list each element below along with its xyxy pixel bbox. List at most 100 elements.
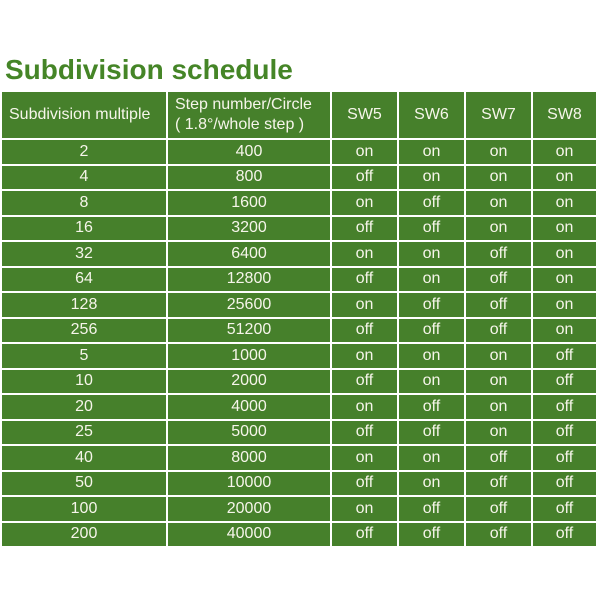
cell-sw8: off	[533, 471, 596, 495]
cell-sw8: on	[533, 267, 596, 291]
cell-subdivision-multiple: 100	[2, 497, 166, 521]
cell-step-number: 51200	[168, 318, 330, 342]
header-sw5: SW5	[332, 92, 397, 138]
cell-sw6: off	[399, 293, 464, 317]
cell-sw5: on	[332, 191, 397, 215]
cell-sw7: on	[466, 344, 531, 368]
cell-sw5: off	[332, 165, 397, 189]
cell-subdivision-multiple: 200	[2, 522, 166, 546]
cell-subdivision-multiple: 8	[2, 191, 166, 215]
cell-sw7: on	[466, 420, 531, 444]
cell-sw5: on	[332, 497, 397, 521]
cell-step-number: 2000	[168, 369, 330, 393]
cell-step-number: 40000	[168, 522, 330, 546]
cell-sw7: off	[466, 242, 531, 266]
cell-sw5: on	[332, 395, 397, 419]
cell-sw7: off	[466, 267, 531, 291]
cell-sw7: on	[466, 191, 531, 215]
cell-sw7: on	[466, 140, 531, 164]
cell-sw7: on	[466, 216, 531, 240]
cell-sw8: off	[533, 420, 596, 444]
subdivision-table: Subdivision multiple Step number/Circle …	[0, 90, 598, 548]
table-row: 40 8000 on on off off	[2, 446, 596, 470]
cell-sw6: off	[399, 216, 464, 240]
cell-sw8: on	[533, 293, 596, 317]
cell-sw5: off	[332, 471, 397, 495]
cell-sw6: off	[399, 395, 464, 419]
table-row: 5 1000 on on on off	[2, 344, 596, 368]
cell-sw6: on	[399, 369, 464, 393]
table-row: 4 800 off on on on	[2, 165, 596, 189]
cell-sw8: off	[533, 344, 596, 368]
cell-subdivision-multiple: 64	[2, 267, 166, 291]
cell-sw5: off	[332, 420, 397, 444]
table-row: 32 6400 on on off on	[2, 242, 596, 266]
cell-sw7: off	[466, 497, 531, 521]
cell-sw8: on	[533, 140, 596, 164]
cell-sw7: on	[466, 369, 531, 393]
cell-step-number: 25600	[168, 293, 330, 317]
cell-sw8: on	[533, 216, 596, 240]
cell-sw5: off	[332, 522, 397, 546]
header-sw8: SW8	[533, 92, 596, 138]
table-row: 128 25600 on off off on	[2, 293, 596, 317]
cell-sw8: off	[533, 446, 596, 470]
cell-sw5: off	[332, 318, 397, 342]
header-sw7: SW7	[466, 92, 531, 138]
cell-sw6: on	[399, 471, 464, 495]
cell-sw8: off	[533, 522, 596, 546]
page-title: Subdivision schedule	[5, 54, 293, 85]
cell-sw7: off	[466, 522, 531, 546]
header-step-number: Step number/Circle ( 1.8°/whole step )	[168, 92, 330, 138]
table-row: 8 1600 on off on on	[2, 191, 596, 215]
table-row: 16 3200 off off on on	[2, 216, 596, 240]
cell-sw6: off	[399, 497, 464, 521]
cell-step-number: 800	[168, 165, 330, 189]
header-step-number-line2: ( 1.8°/whole step )	[175, 116, 305, 133]
cell-step-number: 5000	[168, 420, 330, 444]
cell-step-number: 1600	[168, 191, 330, 215]
cell-subdivision-multiple: 10	[2, 369, 166, 393]
table-row: 256 51200 off off off on	[2, 318, 596, 342]
cell-step-number: 20000	[168, 497, 330, 521]
cell-sw6: on	[399, 446, 464, 470]
cell-sw5: off	[332, 216, 397, 240]
cell-sw8: on	[533, 191, 596, 215]
cell-subdivision-multiple: 4	[2, 165, 166, 189]
cell-sw7: off	[466, 293, 531, 317]
cell-subdivision-multiple: 2	[2, 140, 166, 164]
header-row: Subdivision multiple Step number/Circle …	[2, 92, 596, 138]
cell-sw6: on	[399, 267, 464, 291]
cell-subdivision-multiple: 50	[2, 471, 166, 495]
table-row: 2 400 on on on on	[2, 140, 596, 164]
header-sw6: SW6	[399, 92, 464, 138]
cell-sw5: on	[332, 293, 397, 317]
cell-step-number: 6400	[168, 242, 330, 266]
cell-sw5: on	[332, 344, 397, 368]
cell-sw5: on	[332, 242, 397, 266]
cell-step-number: 8000	[168, 446, 330, 470]
cell-sw6: on	[399, 344, 464, 368]
cell-sw7: on	[466, 395, 531, 419]
cell-sw6: on	[399, 140, 464, 164]
cell-sw5: on	[332, 446, 397, 470]
cell-sw8: on	[533, 242, 596, 266]
table-row: 10 2000 off on on off	[2, 369, 596, 393]
cell-sw6: on	[399, 242, 464, 266]
cell-step-number: 10000	[168, 471, 330, 495]
cell-subdivision-multiple: 256	[2, 318, 166, 342]
cell-sw8: on	[533, 318, 596, 342]
cell-sw6: on	[399, 165, 464, 189]
table-row: 100 20000 on off off off	[2, 497, 596, 521]
cell-step-number: 1000	[168, 344, 330, 368]
cell-sw5: off	[332, 267, 397, 291]
cell-sw7: off	[466, 318, 531, 342]
cell-sw7: on	[466, 165, 531, 189]
cell-sw5: on	[332, 140, 397, 164]
table-body: 2 400 on on on on 4 800 off on on on 8 1600 on off on on 1…	[2, 140, 596, 546]
table-row: 64 12800 off on off on	[2, 267, 596, 291]
cell-sw8: on	[533, 165, 596, 189]
cell-sw5: off	[332, 369, 397, 393]
cell-sw6: off	[399, 420, 464, 444]
table-row: 200 40000 off off off off	[2, 522, 596, 546]
